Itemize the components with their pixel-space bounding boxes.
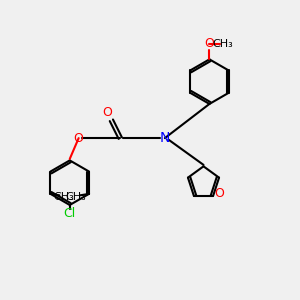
Text: CH₃: CH₃ (53, 192, 74, 202)
Text: O: O (74, 132, 84, 145)
Text: CH₃: CH₃ (65, 192, 86, 202)
Text: Cl: Cl (64, 207, 76, 220)
Text: CH₃: CH₃ (212, 39, 233, 49)
Text: N: N (160, 131, 170, 145)
Text: O: O (215, 187, 225, 200)
Text: O: O (205, 37, 214, 50)
Text: O: O (102, 106, 112, 119)
